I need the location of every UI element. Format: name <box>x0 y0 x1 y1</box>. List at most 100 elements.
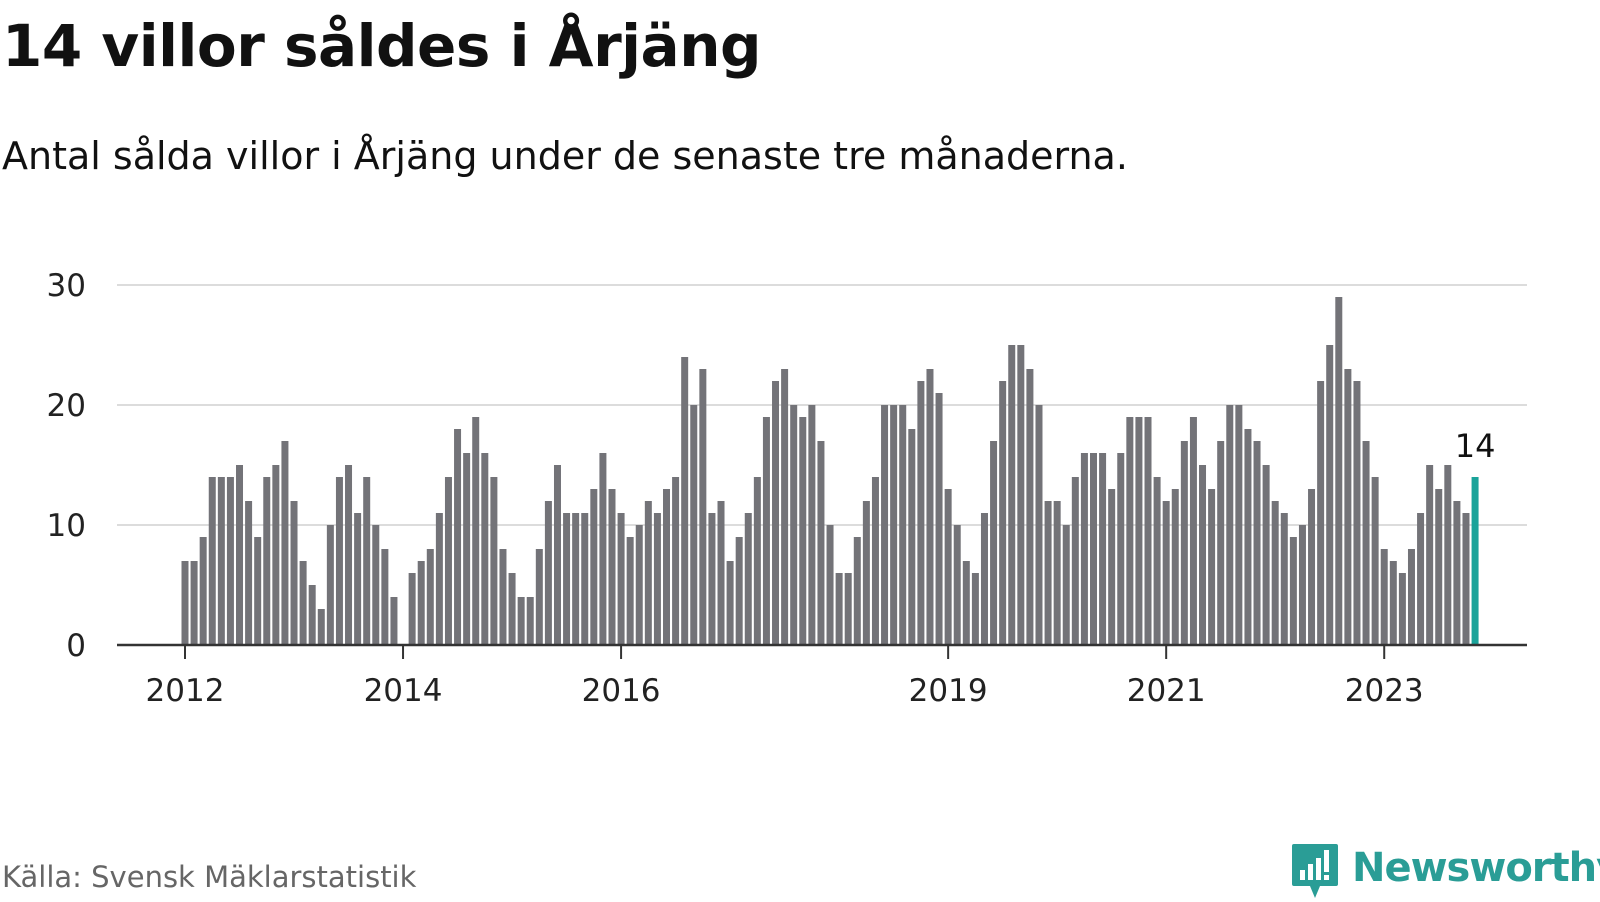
bar-95 <box>1044 501 1052 645</box>
bar-47 <box>608 489 616 645</box>
bar-106 <box>1144 417 1152 645</box>
bar-72 <box>835 573 843 645</box>
bar-33 <box>481 453 489 645</box>
x-tick-label-2023: 2023 <box>1345 673 1424 709</box>
bar-128 <box>1344 369 1352 645</box>
y-tick-label-10: 10 <box>47 508 86 544</box>
y-tick-label-0: 0 <box>66 628 86 664</box>
bar-25 <box>408 573 416 645</box>
chart-subtitle: Antal sålda villor i Årjäng under de sen… <box>2 134 1128 178</box>
bar-118 <box>1253 441 1261 645</box>
bar-34 <box>490 477 498 645</box>
bars <box>181 297 1479 645</box>
bar-55 <box>681 357 689 645</box>
bar-32 <box>472 417 480 645</box>
bar-83 <box>935 393 943 645</box>
bar-7 <box>245 501 253 645</box>
bar-76 <box>871 477 879 645</box>
bar-81 <box>917 381 925 645</box>
logo-text: Newsworthy <box>1352 845 1600 891</box>
bar-71 <box>826 525 834 645</box>
bar-42 <box>563 513 571 645</box>
bar-134 <box>1398 573 1406 645</box>
x-tick-label-2014: 2014 <box>364 673 443 709</box>
x-tick-label-2012: 2012 <box>146 673 225 709</box>
bar-108 <box>1162 501 1170 645</box>
bar-142 <box>1471 477 1479 645</box>
bar-chart: 0 10 20 30 2012 2014 2016 2019 2021 2023 14 <box>47 268 1527 709</box>
bar-17 <box>335 477 343 645</box>
bar-105 <box>1135 417 1143 645</box>
bar-14 <box>308 585 316 645</box>
bar-132 <box>1380 549 1388 645</box>
bar-64 <box>762 417 770 645</box>
bar-49 <box>626 537 634 645</box>
bar-137 <box>1426 465 1434 645</box>
x-tick-label-2021: 2021 <box>1127 673 1206 709</box>
bar-131 <box>1371 477 1379 645</box>
bar-16 <box>326 525 334 645</box>
bar-38 <box>526 597 534 645</box>
bar-75 <box>862 501 870 645</box>
bar-141 <box>1462 513 1470 645</box>
bar-43 <box>572 513 580 645</box>
bar-54 <box>672 477 680 645</box>
bar-90 <box>999 381 1007 645</box>
chart-title: 14 villor såldes i Årjäng <box>2 12 762 80</box>
bar-56 <box>690 405 698 645</box>
bar-41 <box>553 465 561 645</box>
bar-103 <box>1117 453 1125 645</box>
bar-104 <box>1126 417 1134 645</box>
bar-22 <box>381 549 389 645</box>
bar-68 <box>799 417 807 645</box>
bar-1 <box>190 561 198 645</box>
bar-69 <box>808 405 816 645</box>
bar-10 <box>272 465 280 645</box>
bar-40 <box>544 501 552 645</box>
bar-111 <box>1189 417 1197 645</box>
bar-39 <box>535 549 543 645</box>
bar-58 <box>708 513 716 645</box>
bar-110 <box>1180 441 1188 645</box>
newsworthy-logo: Newsworthy <box>1290 842 1600 902</box>
bar-19 <box>354 513 362 645</box>
bar-73 <box>844 573 852 645</box>
bar-99 <box>1080 453 1088 645</box>
bar-35 <box>499 549 507 645</box>
bar-0 <box>181 561 189 645</box>
bar-37 <box>517 597 525 645</box>
bar-123 <box>1298 525 1306 645</box>
bar-9 <box>263 477 271 645</box>
bar-82 <box>926 369 934 645</box>
bar-100 <box>1090 453 1097 645</box>
bar-121 <box>1280 513 1288 645</box>
bar-59 <box>717 501 725 645</box>
bar-18 <box>345 465 353 645</box>
bar-88 <box>980 513 988 645</box>
bar-140 <box>1453 501 1461 645</box>
bar-86 <box>962 561 970 645</box>
bar-11 <box>281 441 289 645</box>
bar-80 <box>908 429 916 645</box>
bar-30 <box>454 429 462 645</box>
bar-124 <box>1308 489 1316 645</box>
bar-46 <box>599 453 607 645</box>
bar-66 <box>781 369 789 645</box>
bar-77 <box>881 405 889 645</box>
bar-116 <box>1235 405 1243 645</box>
bar-93 <box>1026 369 1034 645</box>
bar-3 <box>208 477 216 645</box>
bar-44 <box>581 513 589 645</box>
y-tick-label-20: 20 <box>47 388 86 424</box>
bar-28 <box>435 513 443 645</box>
bar-129 <box>1353 381 1361 645</box>
bar-12 <box>290 501 298 645</box>
bar-87 <box>971 573 979 645</box>
bar-119 <box>1262 465 1270 645</box>
bar-125 <box>1317 381 1325 645</box>
bar-29 <box>444 477 452 645</box>
bar-27 <box>426 549 434 645</box>
bar-67 <box>790 405 798 645</box>
bar-107 <box>1153 477 1161 645</box>
bar-94 <box>1035 405 1043 645</box>
